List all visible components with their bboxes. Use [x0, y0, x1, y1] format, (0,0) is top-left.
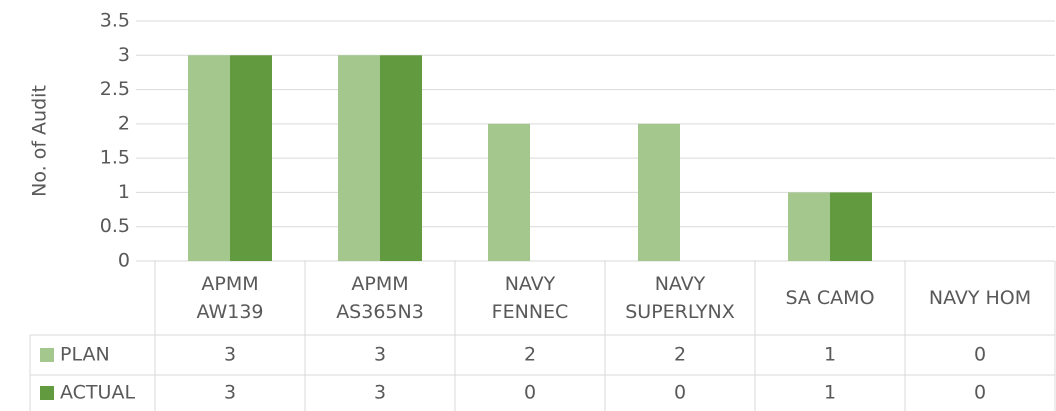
bar — [788, 192, 830, 261]
table-value: 3 — [224, 344, 236, 366]
bar — [488, 123, 530, 261]
bar — [380, 55, 422, 262]
category-cell: APMM AS365N3 — [305, 261, 455, 335]
y-tick-label: 3.5 — [100, 10, 130, 32]
legend-label: PLAN — [60, 344, 110, 366]
bar — [338, 55, 380, 262]
category-cell: APMM AW139 — [155, 261, 305, 335]
table-value: 1 — [824, 382, 836, 404]
legend-swatch — [40, 348, 54, 362]
y-tick-label: 3 — [118, 44, 130, 66]
x-tick-text: APMM AW139 — [196, 273, 264, 323]
x-tick-text: NAVY SUPERLYNX — [625, 273, 735, 323]
table-value: 3 — [374, 382, 386, 404]
x-tick-label: NAVY SUPERLYNX — [605, 261, 755, 335]
table-value: 3 — [374, 344, 386, 366]
bar — [638, 123, 680, 261]
table-value: 0 — [974, 382, 986, 404]
y-axis-label: No. of Audit — [29, 85, 51, 197]
bar — [830, 192, 872, 261]
y-tick-label: 2 — [118, 112, 130, 134]
table-value: 2 — [674, 344, 686, 366]
table-value: 0 — [674, 382, 686, 404]
table-value: 1 — [824, 344, 836, 366]
y-tick-label: 1 — [118, 181, 130, 203]
legend-label: ACTUAL — [60, 382, 135, 404]
table-value: 3 — [224, 382, 236, 404]
bar — [188, 55, 230, 262]
x-tick-text: SA CAMO — [785, 287, 875, 309]
table-value: 2 — [524, 344, 536, 366]
x-tick-label: NAVY FENNEC — [455, 261, 605, 335]
x-tick-text: NAVY HOM — [928, 287, 1032, 309]
table-value: 0 — [524, 382, 536, 404]
table-value: 0 — [974, 344, 986, 366]
y-tick-label: 2.5 — [100, 78, 130, 100]
x-tick-label: SA CAMO — [755, 261, 905, 335]
x-tick-text: APMM AS365N3 — [336, 273, 424, 323]
y-tick-label: 0.5 — [100, 215, 130, 237]
category-cell: NAVY SUPERLYNX — [605, 261, 755, 335]
category-cell: SA CAMO — [755, 261, 905, 335]
x-tick-label: NAVY HOM — [905, 261, 1055, 335]
x-tick-label: APMM AS365N3 — [305, 261, 455, 335]
legend-swatch — [40, 386, 54, 400]
category-cell: NAVY FENNEC — [455, 261, 605, 335]
y-tick-label: 1.5 — [100, 147, 130, 169]
bar — [230, 55, 272, 262]
category-cell: NAVY HOM — [905, 261, 1055, 335]
x-tick-label: APMM AW139 — [155, 261, 305, 335]
y-tick-label: 0 — [118, 250, 130, 272]
x-tick-text: NAVY FENNEC — [491, 273, 569, 323]
